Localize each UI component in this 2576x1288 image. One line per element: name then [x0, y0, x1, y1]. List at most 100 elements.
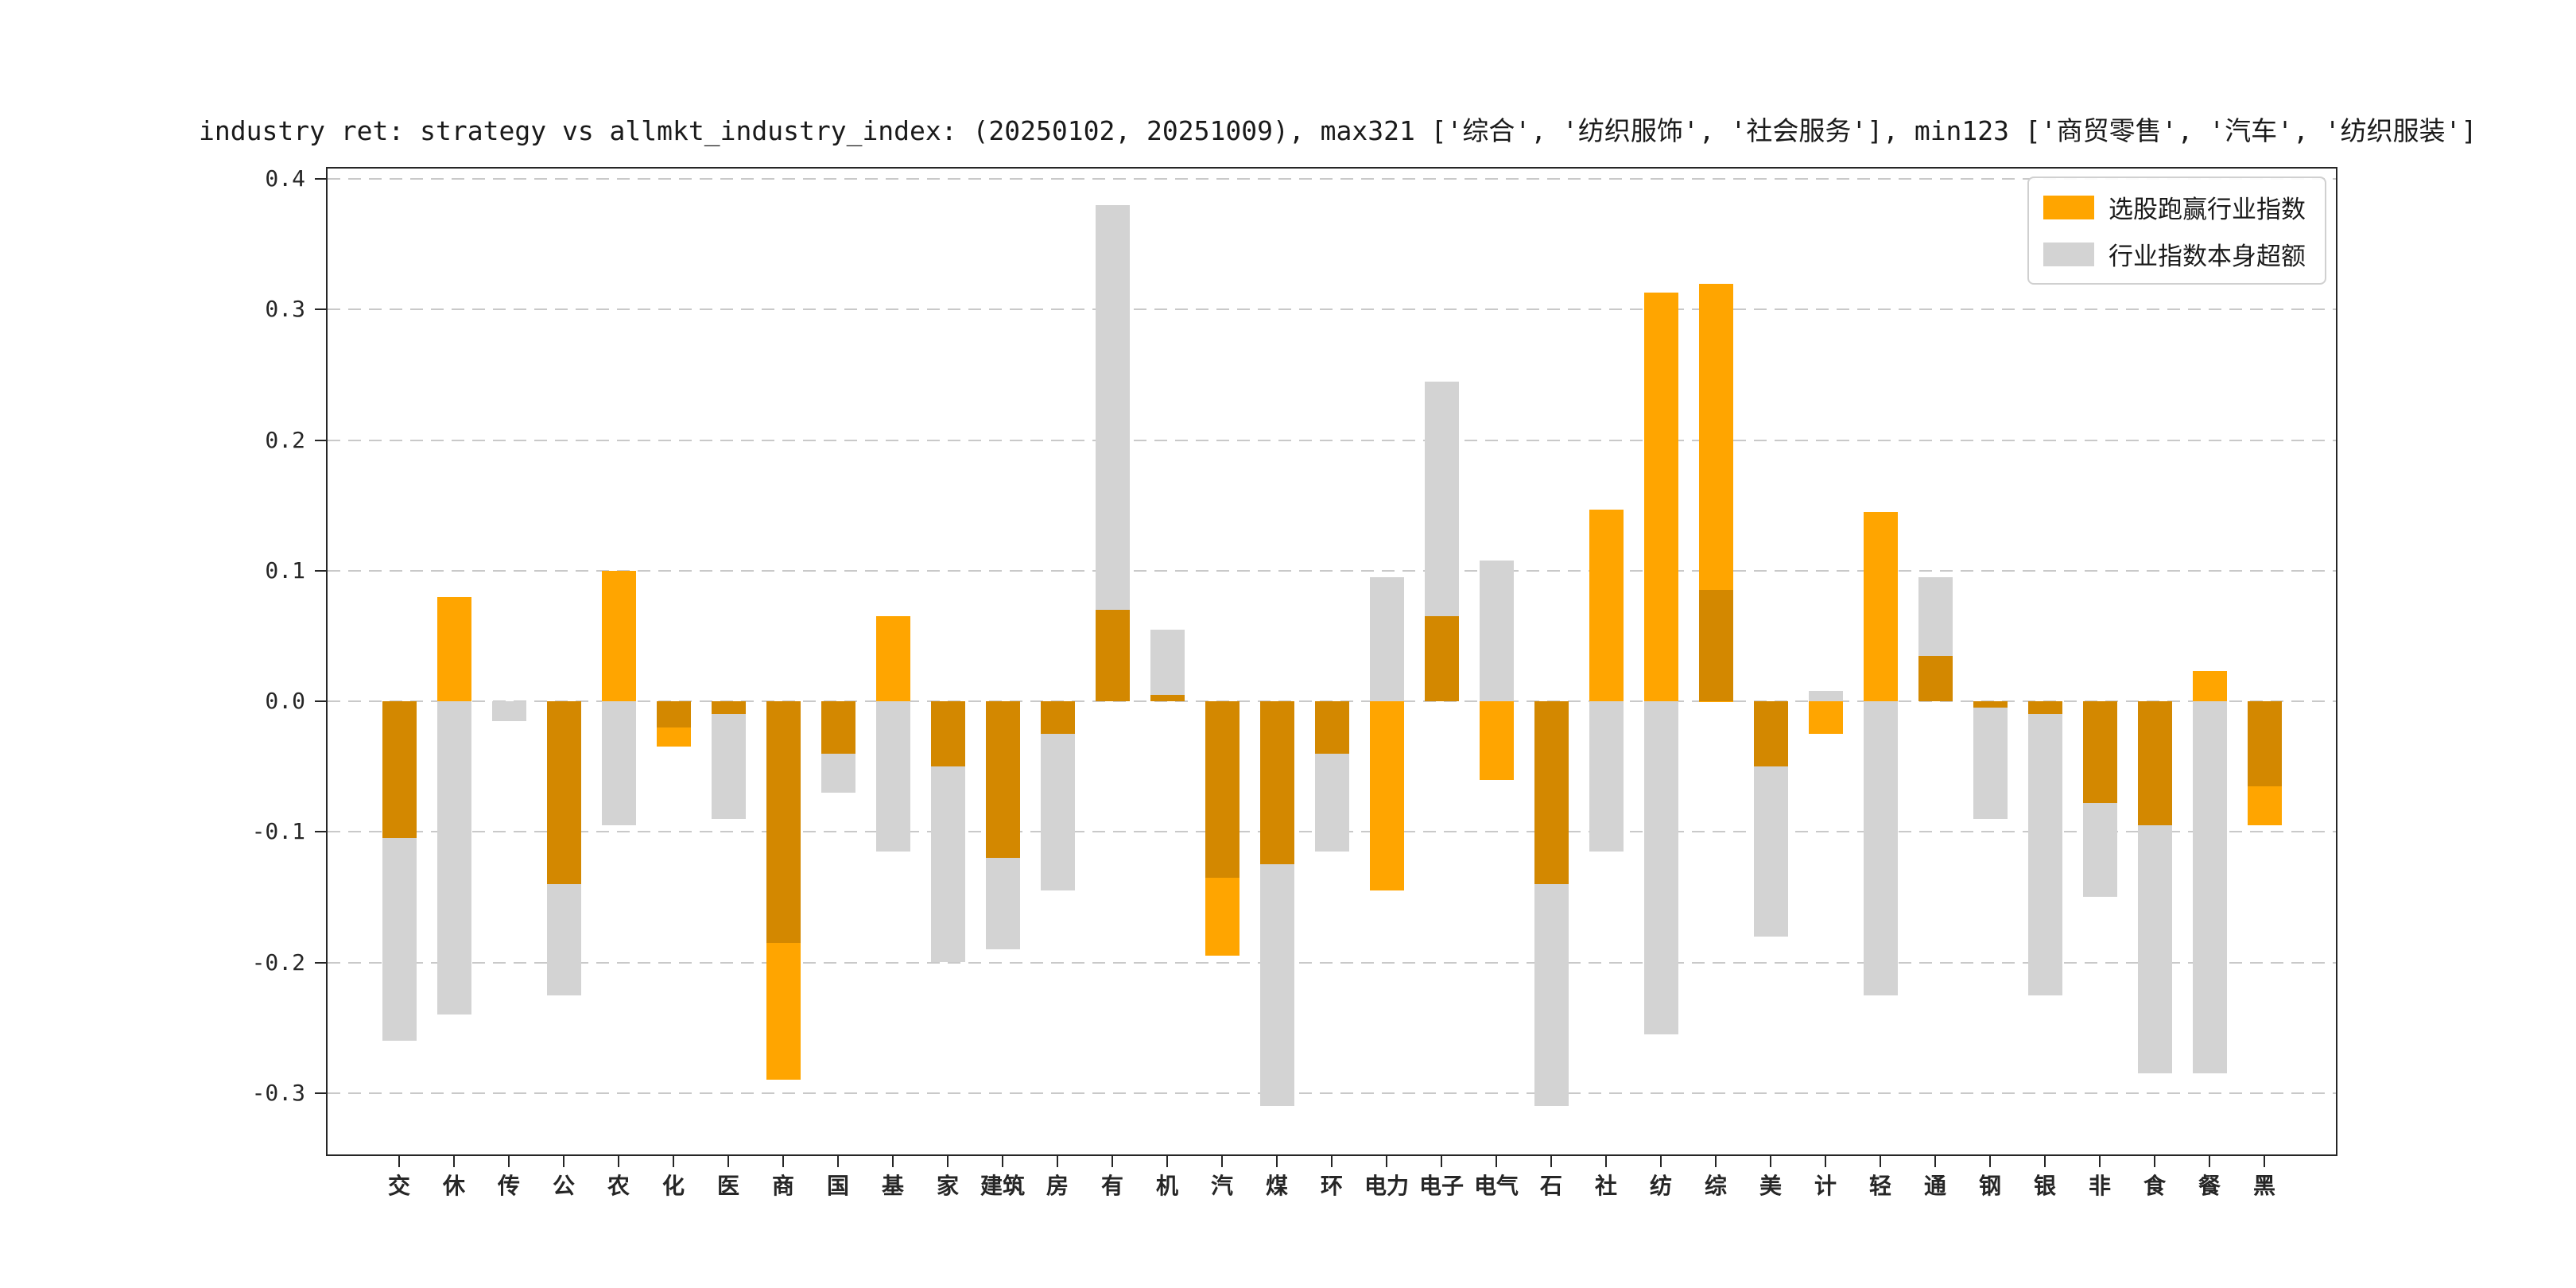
ytick-mark-0.1	[315, 570, 326, 572]
xtick-mark-商	[782, 1156, 784, 1167]
xtick-mark-电力	[1386, 1156, 1387, 1167]
xtick-mark-建筑	[1002, 1156, 1003, 1167]
xtick-mark-食	[2154, 1156, 2155, 1167]
gridline-y-0.3	[328, 308, 2336, 311]
gridline-y--0.2	[328, 961, 2336, 964]
ytick-label-0: 0.0	[265, 688, 305, 714]
xtick-mark-农	[618, 1156, 619, 1167]
bar-strategy-机	[1150, 695, 1185, 701]
bar-strategy-石	[1534, 701, 1569, 884]
bar-index-医	[712, 701, 746, 819]
legend-swatch-orange	[2043, 195, 2094, 219]
bar-strategy-纺	[1644, 293, 1678, 701]
bar-strategy-综	[1699, 284, 1733, 702]
xtick-label-休: 休	[442, 1173, 465, 1199]
xtick-label-商: 商	[771, 1173, 794, 1199]
bar-strategy-公	[547, 701, 581, 884]
bar-strategy-有	[1096, 610, 1130, 701]
xtick-label-国: 国	[826, 1173, 849, 1199]
xtick-mark-综	[1715, 1156, 1717, 1167]
xtick-label-医: 医	[716, 1173, 739, 1199]
legend-item-index: 行业指数本身超额	[2043, 236, 2306, 272]
ytick-label-0.4: 0.4	[265, 165, 305, 192]
xtick-mark-国	[837, 1156, 839, 1167]
legend-swatch-gray	[2043, 242, 2094, 266]
ytick-label--0.3: -0.3	[251, 1080, 305, 1106]
xtick-label-农: 农	[607, 1173, 630, 1199]
bar-index-农	[602, 701, 636, 825]
legend-label-strategy: 选股跑赢行业指数	[2109, 196, 2306, 224]
bar-strategy-环	[1315, 701, 1349, 754]
ytick-label-0.1: 0.1	[265, 557, 305, 584]
gridline-y-0.1	[328, 569, 2336, 572]
bar-index-餐	[2193, 701, 2227, 1073]
xtick-label-交: 交	[387, 1173, 410, 1199]
bar-strategy-通	[1918, 656, 1953, 701]
bar-strategy-医	[712, 701, 746, 714]
bar-index-银	[2028, 701, 2062, 995]
xtick-label-餐: 餐	[2198, 1173, 2221, 1199]
xtick-mark-纺	[1660, 1156, 1662, 1167]
bar-strategy-餐	[2193, 671, 2227, 701]
plot-area: 选股跑赢行业指数 行业指数本身超额	[326, 167, 2337, 1156]
bar-index-电力	[1370, 577, 1404, 701]
ytick-mark-0.2	[315, 440, 326, 441]
bar-strategy-电子	[1425, 616, 1459, 701]
xtick-label-电气: 电气	[1473, 1173, 1519, 1199]
ytick-mark-0	[315, 700, 326, 702]
ytick-label--0.2: -0.2	[251, 949, 305, 976]
xtick-label-机: 机	[1155, 1173, 1178, 1199]
bar-strategy-房	[1041, 701, 1075, 734]
xtick-mark-电子	[1441, 1156, 1442, 1167]
bar-index-轻	[1864, 701, 1898, 995]
xtick-label-煤: 煤	[1265, 1173, 1288, 1199]
xtick-label-钢: 钢	[1978, 1173, 2001, 1199]
bar-strategy-黑	[2248, 701, 2282, 825]
gridline-y-0.4	[328, 178, 2336, 180]
gridline-y--0.3	[328, 1092, 2336, 1094]
bar-index-社	[1589, 701, 1624, 852]
xtick-mark-公	[563, 1156, 564, 1167]
ytick-label-0.3: 0.3	[265, 296, 305, 322]
bar-strategy-农	[602, 571, 636, 701]
xtick-label-环: 环	[1320, 1173, 1343, 1199]
xtick-mark-传	[508, 1156, 510, 1167]
bar-strategy-休	[437, 597, 471, 701]
bar-strategy-银	[2028, 701, 2062, 714]
xtick-label-计: 计	[1814, 1173, 1837, 1199]
bar-strategy-商	[766, 701, 801, 1080]
xtick-label-化: 化	[661, 1173, 685, 1199]
bar-strategy-食	[2138, 701, 2172, 825]
chart-title: industry ret: strategy vs allmkt_industr…	[199, 115, 2477, 146]
xtick-mark-机	[1166, 1156, 1168, 1167]
xtick-label-汽: 汽	[1210, 1173, 1233, 1199]
bar-strategy-家	[931, 701, 965, 766]
bar-strategy-国	[821, 701, 855, 754]
bar-strategy-社	[1589, 510, 1624, 701]
ytick-mark-0.4	[315, 178, 326, 180]
xtick-mark-社	[1605, 1156, 1607, 1167]
xtick-label-家: 家	[936, 1173, 959, 1199]
xtick-label-传: 传	[497, 1173, 520, 1199]
xtick-mark-计	[1825, 1156, 1826, 1167]
xtick-mark-基	[892, 1156, 894, 1167]
xtick-mark-家	[947, 1156, 949, 1167]
bar-strategy-美	[1754, 701, 1788, 766]
xtick-mark-化	[673, 1156, 674, 1167]
xtick-mark-美	[1770, 1156, 1771, 1167]
xtick-mark-医	[727, 1156, 729, 1167]
xtick-label-食: 食	[2143, 1173, 2166, 1199]
xtick-label-纺: 纺	[1649, 1173, 1672, 1199]
xtick-mark-交	[398, 1156, 400, 1167]
ytick-label--0.1: -0.1	[251, 818, 305, 844]
bar-index-计	[1809, 691, 1843, 701]
bar-strategy-轻	[1864, 512, 1898, 701]
bar-index-纺	[1644, 701, 1678, 1034]
xtick-mark-黑	[2264, 1156, 2265, 1167]
xtick-mark-房	[1057, 1156, 1058, 1167]
xtick-mark-钢	[1989, 1156, 1991, 1167]
bar-strategy-电力	[1370, 701, 1404, 890]
xtick-label-有: 有	[1100, 1173, 1123, 1199]
ytick-mark--0.3	[315, 1092, 326, 1094]
xtick-mark-非	[2099, 1156, 2101, 1167]
